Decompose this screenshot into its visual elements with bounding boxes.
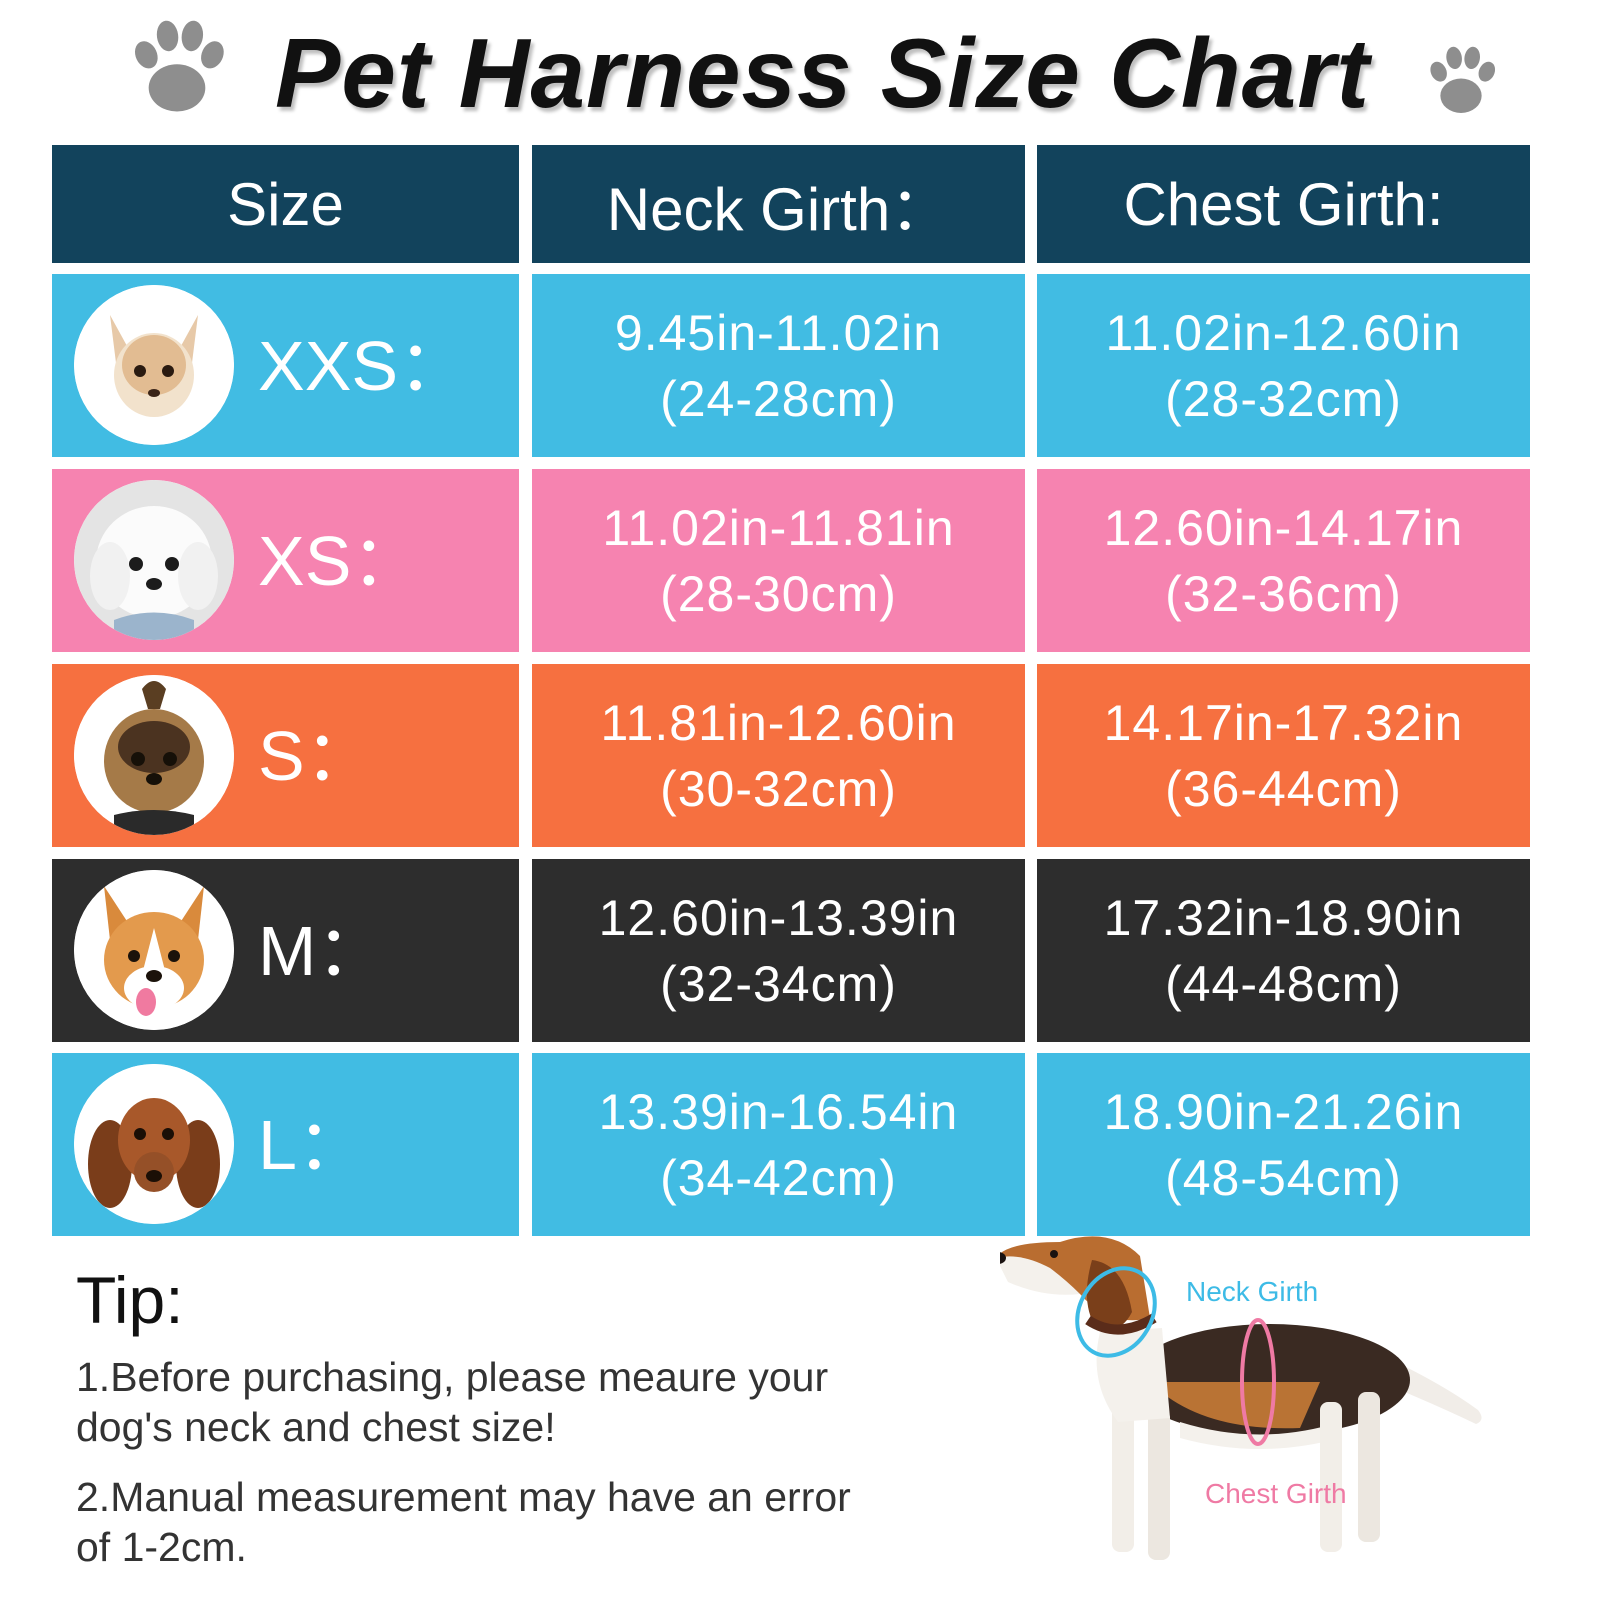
chest-girth-in: 14.17in-17.32in <box>1103 694 1464 751</box>
header-chest-girth: Chest Girth: <box>1037 145 1530 263</box>
neck-girth-cm: (30-32cm) <box>660 760 897 817</box>
header-size: Size <box>52 145 519 263</box>
yorkshire-terrier-photo <box>74 675 234 835</box>
title-bar: Pet Harness Size Chart <box>0 0 1600 135</box>
tip-line-1: 1.Before purchasing, please meaure your … <box>76 1354 829 1450</box>
neck-girth-cell: 11.02in-11.81in (28-30cm) <box>532 469 1025 652</box>
size-label: L： <box>258 1106 367 1184</box>
size-cell-m: M： <box>52 859 519 1042</box>
corgi-photo <box>74 870 234 1030</box>
neck-girth-in: 9.45in-11.02in <box>614 304 943 361</box>
chest-girth-label: Chest Girth <box>1205 1478 1347 1509</box>
neck-girth-cell: 12.60in-13.39in (32-34cm) <box>532 859 1025 1042</box>
chest-girth-cell: 12.60in-14.17in (32-36cm) <box>1037 469 1530 652</box>
neck-girth-cm: (28-30cm) <box>660 565 897 622</box>
neck-girth-in: 11.81in-12.60in <box>600 694 957 751</box>
tip-title: Tip: <box>76 1263 184 1337</box>
neck-girth-cm: (32-34cm) <box>660 955 897 1012</box>
chest-girth-cell: 14.17in-17.32in (36-44cm) <box>1037 664 1530 847</box>
chest-girth-cm: (44-48cm) <box>1165 955 1402 1012</box>
beagle-measurement-illustration <box>1000 1236 1482 1560</box>
chest-girth-cm: (48-54cm) <box>1165 1149 1402 1206</box>
page-title: Pet Harness Size Chart <box>275 18 1370 128</box>
neck-girth-cell: 11.81in-12.60in (30-32cm) <box>532 664 1025 847</box>
maltese-photo <box>74 480 234 640</box>
chest-girth-cm: (36-44cm) <box>1165 760 1402 817</box>
size-label: XXS： <box>258 327 469 405</box>
neck-girth-in: 11.02in-11.81in <box>602 499 955 556</box>
neck-girth-in: 12.60in-13.39in <box>598 889 959 946</box>
chest-girth-cell: 11.02in-12.60in (28-32cm) <box>1037 274 1530 457</box>
header-neck-girth: Neck Girth： <box>532 145 1025 263</box>
chest-girth-cm: (32-36cm) <box>1165 565 1402 622</box>
neck-girth-label: Neck Girth <box>1186 1276 1319 1307</box>
chest-girth-in: 18.90in-21.26in <box>1103 1083 1464 1140</box>
chihuahua-photo <box>74 285 234 445</box>
chest-girth-cm: (28-32cm) <box>1165 370 1402 427</box>
neck-girth-cell: 13.39in-16.54in (34-42cm) <box>532 1053 1025 1236</box>
chest-girth-in: 12.60in-14.17in <box>1103 499 1464 556</box>
chest-girth-in: 17.32in-18.90in <box>1103 889 1464 946</box>
size-cell-l: L： <box>52 1053 519 1236</box>
size-cell-xxs: XXS： <box>52 274 519 457</box>
neck-girth-cm: (24-28cm) <box>660 370 897 427</box>
paw-print-icon <box>134 20 224 112</box>
size-label: M： <box>258 912 387 990</box>
dachshund-photo <box>74 1064 234 1224</box>
size-label: S： <box>258 717 375 795</box>
neck-girth-cell: 9.45in-11.02in (24-28cm) <box>532 274 1025 457</box>
neck-girth-in: 13.39in-16.54in <box>598 1083 959 1140</box>
size-cell-xs: XS： <box>52 469 519 652</box>
chest-girth-cell: 17.32in-18.90in (44-48cm) <box>1037 859 1530 1042</box>
size-label: XS： <box>258 522 422 600</box>
paw-print-icon <box>1430 46 1496 113</box>
neck-girth-cm: (34-42cm) <box>660 1149 897 1206</box>
chest-girth-cell: 18.90in-21.26in (48-54cm) <box>1037 1053 1530 1236</box>
tip-line-2: 2.Manual measurement may have an error o… <box>76 1474 851 1570</box>
size-cell-s: S： <box>52 664 519 847</box>
chest-girth-in: 11.02in-12.60in <box>1105 304 1462 361</box>
